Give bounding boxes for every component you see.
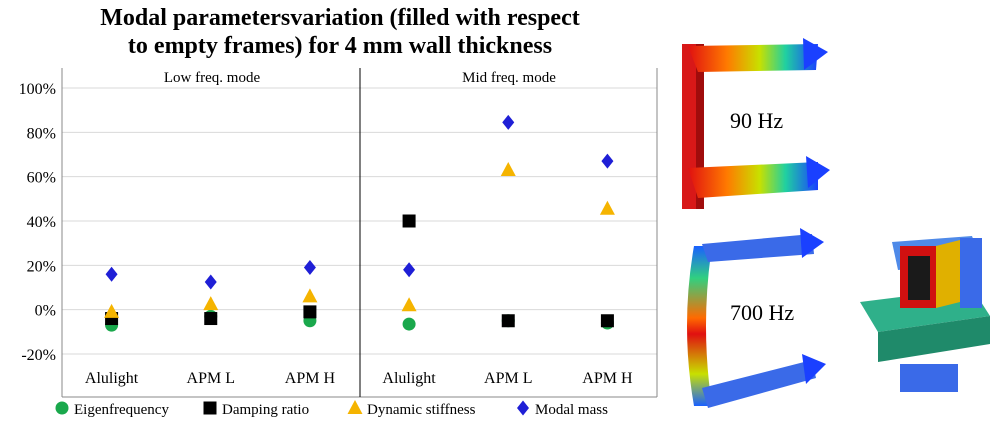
scatter-chart: Low freq. mode Mid freq. mode -20% 0% 20% 4… <box>19 68 658 418</box>
modal-mass-point <box>502 114 515 130</box>
x-axis-ticks: Alulight APM L APM H Alulight APM L APM H <box>85 370 633 387</box>
modal-mass-point <box>601 153 614 169</box>
dynamic-stiffness-point <box>599 200 615 215</box>
x-tick-label: APM H <box>582 370 633 387</box>
chart-title-line-1: Modal parametersvariation (filled with r… <box>100 5 580 31</box>
dynamic-stiffness-point <box>401 297 417 312</box>
y-tick-label: -20% <box>21 347 56 364</box>
damping-ratio-point <box>402 214 416 228</box>
group-label-low: Low freq. mode <box>164 70 261 86</box>
legend-marker-modal-mass <box>517 400 529 416</box>
dynamic-stiffness-point <box>203 296 219 311</box>
modal-mass-point <box>303 260 316 276</box>
dynamic-stiffness-point <box>302 288 318 303</box>
mode-shape-700hz-detail-figure <box>860 236 990 392</box>
data-markers <box>104 114 615 332</box>
x-tick-label: APM L <box>187 370 235 387</box>
frame-700hz-shape <box>687 228 826 408</box>
x-tick-label: Alulight <box>85 370 139 387</box>
y-tick-label: 60% <box>27 170 56 187</box>
y-tick-label: 80% <box>27 125 56 142</box>
chart-title-line-2: to empty frames) for 4 mm wall thickness <box>127 33 553 59</box>
legend: Eigenfrequency Damping ratio Dynamic stiff… <box>55 400 608 418</box>
damping-ratio-point <box>600 314 614 328</box>
eigenfrequency-point <box>402 317 416 331</box>
chart-title: Modal parametersvariation (filled with r… <box>60 4 620 60</box>
legend-label-modal-mass: Modal mass <box>535 402 608 418</box>
modal-mass-point <box>403 262 416 278</box>
legend-label-damping-ratio: Damping ratio <box>222 402 309 418</box>
y-tick-label: 20% <box>27 258 56 275</box>
mode-shape-90hz-figure: 90 Hz <box>682 38 830 209</box>
y-tick-label: 40% <box>27 214 56 231</box>
x-tick-label: APM L <box>484 370 532 387</box>
modal-mass-point <box>105 266 118 282</box>
damping-ratio-point <box>204 312 218 326</box>
frame-90hz-shape <box>682 38 830 209</box>
label-90hz: 90 Hz <box>730 108 783 133</box>
dynamic-stiffness-point <box>104 303 120 318</box>
label-700hz: 700 Hz <box>730 300 794 325</box>
group-label-mid: Mid freq. mode <box>462 70 556 86</box>
dynamic-stiffness-point <box>500 162 516 177</box>
modal-mass-point <box>204 274 217 290</box>
joint-detail-shape <box>860 236 990 392</box>
legend-marker-eigenfrequency <box>55 401 69 415</box>
damping-ratio-point <box>303 305 317 319</box>
legend-marker-dynamic-stiffness <box>347 400 363 414</box>
x-tick-label: APM H <box>285 370 336 387</box>
y-axis-ticks: -20% 0% 20% 40% 60% 80% 100% <box>19 81 56 364</box>
mode-shape-700hz-figure: 700 Hz <box>687 228 826 408</box>
x-tick-label: Alulight <box>382 370 436 387</box>
legend-label-eigenfrequency: Eigenfrequency <box>74 402 169 418</box>
y-tick-label: 100% <box>19 81 56 98</box>
damping-ratio-point <box>501 314 515 328</box>
y-tick-label: 0% <box>35 303 56 320</box>
legend-label-dynamic-stiffness: Dynamic stiffness <box>367 402 476 418</box>
legend-marker-damping-ratio <box>203 401 217 415</box>
